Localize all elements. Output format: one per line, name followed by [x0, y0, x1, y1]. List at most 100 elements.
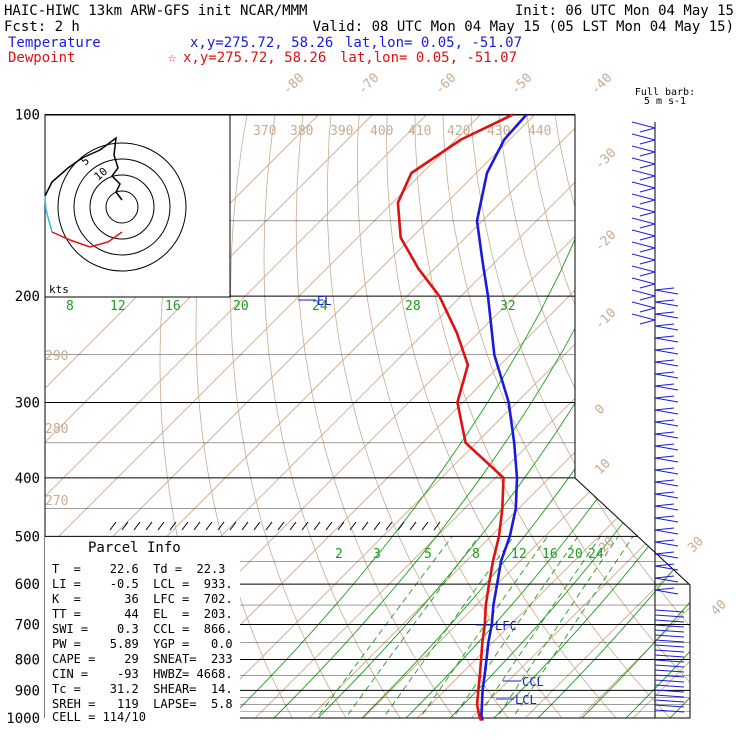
wind-barb	[654, 323, 679, 331]
wind-barb	[631, 217, 656, 229]
hatch-tick	[181, 521, 189, 531]
wind-barb	[631, 301, 656, 313]
header-valid: Valid: 08 UTC Mon 04 May 15 (05 LST Mon …	[313, 19, 734, 35]
wind-barb	[654, 383, 679, 391]
wind-barb	[654, 431, 679, 439]
moist-adiabat-line	[568, 162, 690, 718]
wind-barb	[654, 527, 679, 535]
wind-barb	[631, 205, 656, 217]
dry-adiabat-line	[523, 115, 690, 718]
mixing-ratio-label: 24	[588, 547, 604, 562]
mixing-ratio-label: 24	[312, 299, 328, 314]
dry-adiabat-line	[263, 115, 409, 718]
hatch-tick	[409, 521, 417, 531]
level-markers: EL LFC CCL LCL	[298, 294, 544, 707]
pressure-label: 700	[15, 618, 40, 634]
wind-barb	[654, 664, 685, 668]
parcel-info-title: Parcel Info	[88, 540, 181, 556]
hatch-tick	[121, 521, 129, 531]
wind-barb	[631, 289, 656, 301]
dry-adiabat-line	[441, 115, 690, 718]
mixing-ratio-line	[444, 536, 579, 718]
wind-barb	[654, 704, 685, 708]
theta-label: 270	[45, 494, 68, 509]
isotherm-label: -80	[280, 71, 307, 98]
wind-barb	[654, 659, 685, 663]
pressure-label: 500	[15, 529, 40, 545]
mixing-ratio-label: 8	[472, 547, 480, 562]
wind-barb	[631, 253, 656, 265]
hatch-tick	[313, 521, 321, 531]
parcel-info-panel: Parcel Info T = 22.6 Td = 22.3 LI = -0.5…	[45, 537, 240, 729]
wind-barb	[654, 539, 679, 547]
parcel-row: T = 22.6 Td = 22.3	[52, 562, 225, 576]
wind-barb	[654, 299, 679, 307]
hodograph-trace-low	[51, 231, 123, 248]
parcel-row: TT = 44 EL = 203.	[52, 607, 233, 621]
dry-adiabat-line	[686, 115, 690, 718]
hodograph-ring	[57, 142, 187, 272]
isotherm-label: 10	[592, 456, 614, 478]
wind-barb	[654, 694, 685, 698]
mixing-ratio-label: 32	[500, 299, 516, 314]
isotherm-line	[188, 115, 690, 718]
moist-adiabat-line	[612, 162, 690, 718]
wind-barb	[631, 277, 656, 289]
wind-barb	[654, 634, 685, 638]
mixing-ratio-label: 20	[567, 547, 583, 562]
hatch-tick	[241, 521, 249, 531]
isotherm-label: -30	[592, 146, 619, 173]
wind-barb	[631, 313, 656, 325]
theta-label: 440	[528, 124, 551, 139]
mixing-ratio-line	[410, 536, 549, 718]
wind-barb	[654, 563, 679, 571]
hatch-tick	[337, 521, 345, 531]
wind-barb	[631, 265, 656, 277]
wind-barb	[631, 181, 656, 193]
mixing-ratio-line	[468, 536, 601, 718]
parcel-row: Tc = 31.2 SHEAR= 14.	[52, 682, 233, 696]
wind-barb	[654, 649, 685, 653]
wind-barb	[654, 491, 679, 499]
isotherm-line	[45, 115, 563, 718]
wind-barb	[654, 629, 685, 633]
temperature-latlon: lat,lon= 0.05, -51.07	[345, 35, 522, 51]
wind-barb	[654, 679, 685, 683]
dewpoint-star-icon: ☆	[168, 50, 177, 66]
moist-adiabat-line	[216, 162, 607, 718]
isotherm-label: -40	[588, 71, 615, 98]
hodograph-ring	[73, 158, 171, 256]
theta-label: 380	[290, 124, 313, 139]
parcel-info-background	[45, 537, 240, 729]
wind-barb	[654, 644, 685, 648]
mixing-ratio-label: 3	[373, 547, 381, 562]
isotherm-line	[45, 115, 455, 718]
wind-barb	[654, 371, 679, 379]
parcel-row: K = 36 LFC = 702.	[52, 592, 233, 606]
temperature-xy: x,y=275.72, 58.26	[190, 35, 333, 51]
wind-barb	[631, 133, 656, 145]
wind-barb	[631, 145, 656, 157]
parcel-row: PW = 5.89 YGP = 0.0	[52, 637, 233, 651]
hatch-tick	[421, 521, 429, 531]
hatch-tick	[397, 521, 405, 531]
hatch-tick	[349, 521, 357, 531]
isotherm-label: 0	[592, 402, 608, 418]
parcel-row: CIN = -93 HWBZ= 4668.	[52, 667, 233, 681]
isotherm-label: -20	[592, 228, 619, 255]
theta-label: 390	[330, 124, 353, 139]
isotherm-label: -10	[592, 306, 619, 333]
hatch-tick	[205, 521, 213, 531]
pressure-label: 600	[15, 577, 40, 593]
isotherm-line	[296, 115, 690, 718]
hatch-tick	[385, 521, 393, 531]
wind-barb	[654, 467, 679, 475]
hatch-tick	[145, 521, 153, 531]
mixing-ratio-label: 12	[511, 547, 527, 562]
parcel-row: CELL = 114/10	[52, 710, 146, 724]
wind-barb	[654, 614, 685, 618]
pressure-label: 200	[15, 289, 40, 305]
wind-barb	[631, 229, 656, 241]
isotherm-line	[566, 115, 690, 718]
hodograph-trace-upper	[44, 136, 123, 201]
